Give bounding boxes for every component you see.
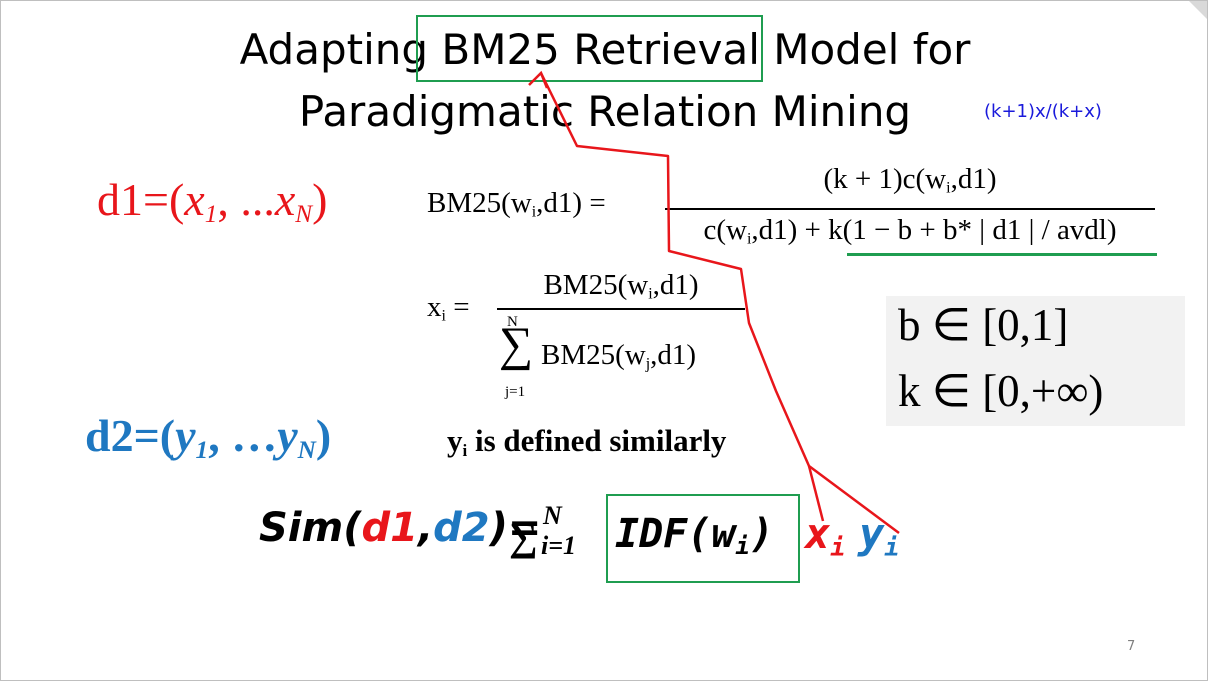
sim-comma: , (417, 505, 434, 551)
d1-definition: d1=(x1, ...xN) (97, 173, 327, 229)
xi-lhs-a: x (427, 291, 442, 323)
title-highlight-box (416, 15, 763, 82)
xi-num-a: BM25(w (543, 269, 649, 301)
bm25-numerator: (k + 1)c(wi,d1) (665, 163, 1155, 197)
xi-sum-upper-limit: N (507, 314, 518, 330)
sim-x-sub: i (830, 532, 846, 562)
sim-d2: d2 (433, 505, 490, 551)
d1-sub-1: 1 (204, 200, 218, 229)
d1-sub-N: N (295, 200, 313, 229)
xi-den-a: BM25(w (541, 339, 646, 371)
d1-prefix: d1=( (97, 174, 185, 225)
xi-sum-lower-limit: j=1 (505, 384, 526, 400)
sim-xi: xi (805, 509, 845, 562)
d2-sub-N: N (297, 436, 316, 465)
bm25-fraction-bar (665, 208, 1155, 210)
d1-x1: x (184, 174, 205, 225)
xi-denominator: BM25(wj,d1) (541, 339, 696, 373)
bm25-den-sub: i (746, 230, 752, 248)
sim-x: x (805, 509, 831, 558)
xi-den-b: ,d1) (650, 339, 697, 371)
xi-num-b: ,d1) (652, 269, 699, 301)
slide-corner-fold (1189, 1, 1207, 19)
yi-definition-text: yi is defined similarly (447, 423, 726, 461)
bm25-den-a: c(w (703, 214, 747, 246)
bm25-lhs-a: BM25(w (427, 187, 532, 219)
d1-mid: , ... (217, 174, 275, 225)
idf-b: ) (749, 511, 774, 557)
xi-lhs-sub: i (441, 307, 446, 325)
bm25-lhs-sub: i (531, 203, 537, 221)
d1-suffix: ) (312, 174, 328, 225)
slide-title-line-1: Adapting BM25 Retrieval Model for (1, 25, 1207, 74)
xi-numerator: BM25(wi,d1) (497, 269, 745, 303)
bm25-lhs: BM25(wi,d1) = (427, 187, 606, 221)
b-range: b ∈ [0,1] (898, 300, 1069, 350)
idf-a: IDF(w (615, 511, 736, 557)
sim-post: )= (489, 505, 542, 551)
bm25-num-a: (k + 1)c(w (823, 163, 947, 195)
sim-formula-lhs: Sim(d1,d2)= (259, 505, 541, 551)
d1-xN: x (274, 174, 296, 225)
yi-def-a: y (447, 423, 463, 458)
d2-mid: , … (208, 410, 278, 461)
title-text-post: Model for (773, 25, 971, 74)
idf-sub: i (735, 532, 750, 561)
sim-d1: d1 (361, 505, 418, 551)
parameter-range-box (886, 296, 1185, 426)
xi-fraction-bar (497, 308, 745, 310)
d2-definition: d2=(y1, …yN) (85, 409, 331, 465)
bm25-den-b: ,d1) + k(1 − b + b* | d1 | / avdl) (751, 214, 1117, 246)
sim-yi: yi (859, 509, 899, 562)
bm25-num-b: ,d1) (950, 163, 997, 195)
red-annotation-branch (807, 465, 825, 522)
idf-highlight-box (606, 494, 800, 583)
d2-prefix: d2=( (85, 410, 176, 461)
bm25-denominator: c(wi,d1) + k(1 − b + b* | d1 | / avdl) (665, 214, 1155, 248)
sim-pre: Sim( (259, 505, 362, 551)
denominator-highlight-underline (847, 253, 1157, 256)
red-annotation-path (539, 72, 900, 535)
title-text-pre: Adapting (239, 25, 442, 74)
xi-lhs-b: = (445, 291, 470, 323)
xi-num-sub: i (648, 285, 653, 303)
sim-sum-lower-limit: i=1 (541, 531, 577, 560)
k-range: k ∈ [0,+∞) (898, 366, 1104, 416)
d2-sub-1: 1 (195, 436, 209, 465)
yi-def-sub: i (462, 440, 468, 460)
d2-yN: y (277, 410, 298, 461)
sim-sum-upper-limit: N (543, 501, 562, 530)
sim-y: y (859, 509, 885, 558)
bm25-lhs-b: ,d1) = (536, 187, 606, 219)
title-text-boxed: BM25 Retrieval (441, 25, 774, 74)
d2-y1: y (175, 410, 196, 461)
d2-suffix: ) (315, 410, 332, 461)
sim-y-sub: i (884, 532, 900, 562)
page-number: 7 (1127, 639, 1136, 654)
slide-title-line-2: Paradigmatic Relation Mining (298, 87, 912, 136)
bm25-num-sub: i (946, 179, 951, 197)
red-arrowhead-icon (528, 70, 549, 89)
annotation-note: (k+1)x/(k+x) (984, 101, 1102, 122)
idf-term: IDF(wi) (615, 511, 774, 560)
yi-def-b: is defined similarly (467, 423, 727, 458)
xi-den-sub: j (645, 355, 651, 373)
xi-sum-symbol: ∑ (499, 318, 534, 371)
xi-lhs: xi = (427, 291, 470, 325)
sim-sum-symbol: ∑ (509, 514, 538, 559)
